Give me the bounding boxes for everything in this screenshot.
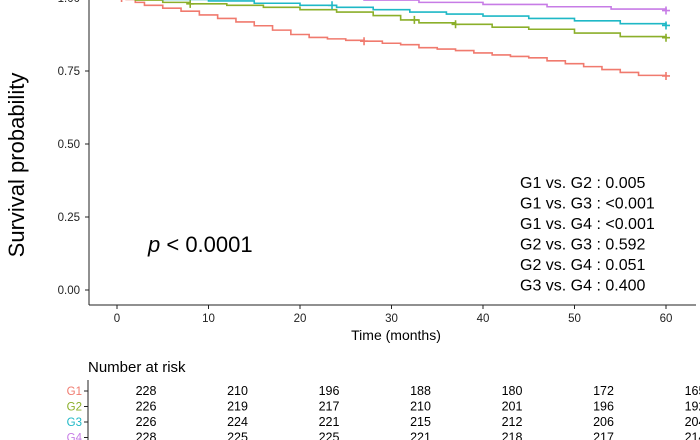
risk-value: 221: [319, 415, 340, 429]
x-tick-label: 60: [660, 313, 673, 325]
risk-value: 210: [410, 400, 431, 414]
x-tick-label: 30: [385, 313, 398, 325]
risk-row-label: G2: [67, 402, 82, 414]
risk-value: 210: [227, 384, 248, 398]
x-tick-label: 0: [114, 313, 120, 325]
pairwise-comparisons: G1 vs. G2 : 0.005 G1 vs. G3 : <0.001 G1 vs…: [520, 175, 655, 295]
risk-value: 214: [685, 431, 700, 440]
y-tick-label: 0.25: [58, 212, 80, 224]
x-ticks: 0 10 20 30 40 50 60: [114, 305, 673, 325]
comparison-line: G1 vs. G2 : 0.005: [520, 175, 646, 192]
comparison-line: G3 vs. G4 : 0.400: [520, 278, 646, 295]
survival-curve-g2: [134, 0, 667, 38]
survival-curve-g4: [363, 0, 667, 11]
censor-mark-g2: [410, 15, 419, 24]
censor-mark-g1: [360, 37, 369, 46]
risk-value: 221: [410, 431, 431, 440]
x-tick-label: 20: [294, 313, 307, 325]
risk-value: 228: [136, 431, 157, 440]
censor-mark-g1: [662, 71, 670, 80]
risk-value: 192: [685, 400, 700, 414]
risk-value: 218: [502, 431, 523, 440]
risk-value: 219: [227, 400, 248, 414]
risk-value: 196: [319, 384, 340, 398]
risk-value: 225: [227, 431, 248, 440]
x-tick-label: 40: [477, 313, 490, 325]
censor-mark-g4: [662, 6, 670, 15]
p-value-text: < 0.0001: [160, 232, 252, 257]
risk-value: 215: [410, 415, 431, 429]
risk-table: G1 228 210 196 188 180 172 165 G2 226 219 217 210 201…: [67, 380, 700, 440]
y-tick-label: 1.00: [58, 0, 80, 5]
risk-value: 165: [685, 384, 700, 398]
risk-value: 217: [319, 400, 340, 414]
y-tick-label: 0.75: [58, 66, 80, 78]
risk-row-label: G4: [67, 433, 83, 440]
censor-mark-g3: [662, 21, 670, 30]
censor-mark-g1: [120, 0, 123, 2]
risk-value: 212: [502, 415, 523, 429]
risk-value: 206: [593, 415, 614, 429]
survival-curves: [120, 0, 670, 80]
x-axis-title: Time (months): [351, 327, 441, 343]
comparison-line: G1 vs. G3 : <0.001: [520, 196, 655, 213]
y-tick-label: 0.00: [58, 285, 80, 297]
risk-value: 224: [227, 415, 248, 429]
censor-mark-g2: [451, 20, 460, 29]
censor-mark-g3: [328, 1, 337, 10]
risk-value: 201: [502, 400, 523, 414]
risk-value: 172: [593, 384, 614, 398]
risk-table-title: Number at risk: [88, 359, 186, 376]
survival-curve-g1: [125, 0, 667, 77]
risk-value: 180: [502, 384, 523, 398]
p-value-symbol: p: [147, 232, 160, 257]
y-tick-label: 0.50: [58, 139, 80, 151]
risk-value: 226: [136, 400, 157, 414]
x-tick-label: 50: [568, 313, 581, 325]
comparison-line: G2 vs. G3 : 0.592: [520, 237, 646, 254]
censor-mark-g2: [662, 33, 670, 42]
survival-curve-g3: [161, 0, 667, 26]
risk-value: 225: [319, 431, 340, 440]
p-value-label: p < 0.0001: [147, 232, 253, 257]
risk-value: 228: [136, 384, 157, 398]
risk-value: 188: [410, 384, 431, 398]
y-ticks: 1.00 0.75 0.50 0.25 0.00: [58, 0, 89, 297]
censor-mark-g2: [186, 0, 195, 8]
risk-value: 226: [136, 415, 157, 429]
risk-row-label: G3: [67, 417, 82, 429]
x-tick-label: 10: [202, 313, 215, 325]
y-axis-title: Survival probability: [4, 73, 29, 258]
comparison-line: G2 vs. G4 : 0.051: [520, 257, 646, 274]
risk-value: 196: [593, 400, 614, 414]
risk-value: 204: [685, 415, 700, 429]
comparison-line: G1 vs. G4 : <0.001: [520, 216, 655, 233]
risk-row-label: G1: [67, 386, 82, 398]
risk-value: 217: [593, 431, 614, 440]
